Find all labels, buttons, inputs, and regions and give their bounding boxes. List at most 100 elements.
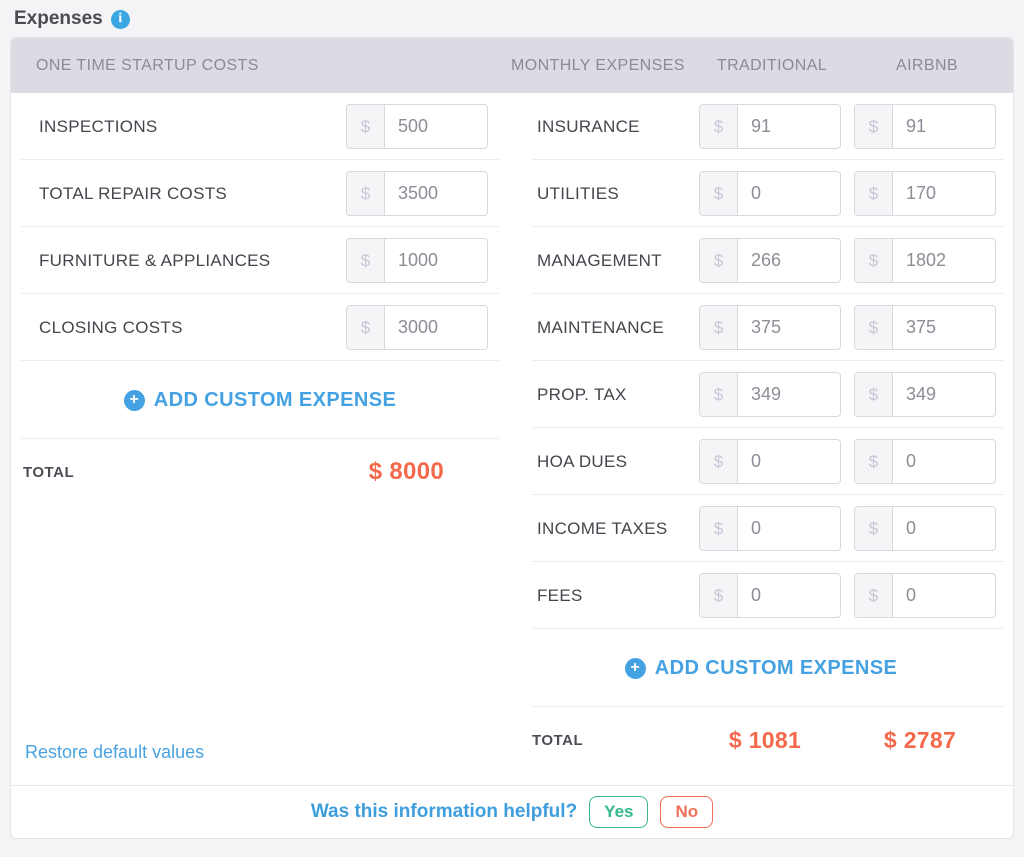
expense-label: HOA DUES: [537, 451, 628, 471]
expense-row: INSPECTIONS $: [11, 93, 509, 160]
traditional-amount-input[interactable]: [738, 574, 840, 617]
expense-row: MAINTENANCE $ $: [509, 294, 1013, 361]
traditional-total-value: $ 1081: [728, 726, 802, 753]
expense-row: INCOME TAXES $ $: [509, 495, 1013, 562]
header-monthly-expenses: MONTHLY EXPENSES: [511, 56, 685, 74]
traditional-amount-input[interactable]: [738, 306, 840, 349]
startup-add-row: + ADD CUSTOM EXPENSE: [11, 361, 509, 439]
traditional-amount-input[interactable]: [738, 239, 840, 282]
traditional-amount-input[interactable]: [738, 172, 840, 215]
dollar-sign-prefix: $: [855, 239, 893, 282]
traditional-input-group: $: [699, 372, 841, 417]
expense-label: TOTAL REPAIR COSTS: [39, 183, 228, 203]
traditional-input-group: $: [699, 238, 841, 283]
amount-input[interactable]: [385, 105, 487, 148]
dollar-sign-prefix: $: [700, 105, 738, 148]
dollar-sign-prefix: $: [700, 507, 738, 550]
dollar-sign-prefix: $: [347, 306, 385, 349]
info-icon[interactable]: i: [110, 9, 130, 29]
traditional-amount-input[interactable]: [738, 373, 840, 416]
traditional-input-group: $: [699, 439, 841, 484]
amount-input[interactable]: [385, 306, 487, 349]
expense-row: FURNITURE & APPLIANCES $: [11, 227, 509, 294]
amount-input-group: $: [346, 238, 488, 283]
restore-defaults-link[interactable]: Restore default values: [11, 742, 204, 785]
traditional-input-group: $: [699, 171, 841, 216]
dollar-sign-prefix: $: [347, 105, 385, 148]
traditional-input-group: $: [699, 305, 841, 350]
traditional-input-group: $: [699, 506, 841, 551]
dollar-sign-prefix: $: [700, 172, 738, 215]
dollar-sign-prefix: $: [700, 440, 738, 483]
dollar-sign-prefix: $: [855, 373, 893, 416]
expense-label: UTILITIES: [537, 183, 620, 203]
expense-row: HOA DUES $ $: [509, 428, 1013, 495]
expense-row: PROP. TAX $ $: [509, 361, 1013, 428]
expense-row: INSURANCE $ $: [509, 93, 1013, 160]
add-custom-expense-button[interactable]: + ADD CUSTOM EXPENSE: [123, 388, 397, 412]
dollar-sign-prefix: $: [700, 373, 738, 416]
expense-label: FURNITURE & APPLIANCES: [39, 250, 271, 270]
expense-label: INSURANCE: [537, 116, 640, 136]
page-title: Expenses: [14, 8, 103, 29]
monthly-total-row: TOTAL $ 1081 $ 2787: [509, 707, 1013, 773]
header-one-time-startup-costs: ONE TIME STARTUP COSTS: [36, 56, 259, 74]
dollar-sign-prefix: $: [700, 239, 738, 282]
add-custom-expense-button[interactable]: + ADD CUSTOM EXPENSE: [624, 656, 898, 680]
expense-label: MANAGEMENT: [537, 250, 662, 270]
table-header: ONE TIME STARTUP COSTS MONTHLY EXPENSES …: [11, 38, 1013, 93]
startup-costs-column: INSPECTIONS $ TOTAL REPAIR COSTS $ FURNI…: [11, 93, 509, 785]
plus-circle-icon: +: [123, 389, 145, 411]
dollar-sign-prefix: $: [855, 172, 893, 215]
airbnb-amount-input[interactable]: [893, 507, 995, 550]
airbnb-amount-input[interactable]: [893, 574, 995, 617]
expense-row: FEES $ $: [509, 562, 1013, 629]
no-button[interactable]: No: [660, 796, 714, 828]
startup-total-label: TOTAL: [23, 463, 75, 481]
dollar-sign-prefix: $: [855, 105, 893, 148]
airbnb-input-group: $: [854, 372, 996, 417]
expense-label: MAINTENANCE: [537, 317, 665, 337]
traditional-amount-input[interactable]: [738, 105, 840, 148]
amount-input[interactable]: [385, 239, 487, 282]
amount-input[interactable]: [385, 172, 487, 215]
dollar-sign-prefix: $: [347, 172, 385, 215]
airbnb-amount-input[interactable]: [893, 105, 995, 148]
airbnb-amount-input[interactable]: [893, 306, 995, 349]
airbnb-input-group: $: [854, 506, 996, 551]
expense-label: CLOSING COSTS: [39, 317, 183, 337]
expense-row: MANAGEMENT $ $: [509, 227, 1013, 294]
add-custom-expense-label: ADD CUSTOM EXPENSE: [654, 656, 898, 679]
add-custom-expense-label: ADD CUSTOM EXPENSE: [153, 388, 397, 411]
dollar-sign-prefix: $: [855, 574, 893, 617]
airbnb-amount-input[interactable]: [893, 172, 995, 215]
expense-row: TOTAL REPAIR COSTS $: [11, 160, 509, 227]
traditional-input-group: $: [699, 573, 841, 618]
airbnb-input-group: $: [854, 305, 996, 350]
dollar-sign-prefix: $: [700, 306, 738, 349]
dollar-sign-prefix: $: [700, 574, 738, 617]
dollar-sign-prefix: $: [855, 507, 893, 550]
expense-label: PROP. TAX: [537, 384, 627, 404]
amount-input-group: $: [346, 104, 488, 149]
feedback-question: Was this information helpful?: [310, 801, 578, 822]
yes-button[interactable]: Yes: [589, 796, 649, 828]
airbnb-amount-input[interactable]: [893, 440, 995, 483]
amount-input-group: $: [346, 305, 488, 350]
expenses-card: ONE TIME STARTUP COSTS MONTHLY EXPENSES …: [10, 37, 1014, 839]
airbnb-input-group: $: [854, 238, 996, 283]
monthly-add-row: + ADD CUSTOM EXPENSE: [509, 629, 1013, 707]
startup-total-row: TOTAL $ 8000: [11, 439, 509, 505]
airbnb-amount-input[interactable]: [893, 239, 995, 282]
airbnb-amount-input[interactable]: [893, 373, 995, 416]
traditional-amount-input[interactable]: [738, 507, 840, 550]
airbnb-input-group: $: [854, 104, 996, 149]
expense-row: CLOSING COSTS $: [11, 294, 509, 361]
dollar-sign-prefix: $: [347, 239, 385, 282]
startup-total-value: $ 8000: [368, 458, 444, 485]
expense-label: INSPECTIONS: [39, 116, 158, 136]
traditional-amount-input[interactable]: [738, 440, 840, 483]
expense-row: UTILITIES $ $: [509, 160, 1013, 227]
expense-label: INCOME TAXES: [537, 518, 668, 538]
